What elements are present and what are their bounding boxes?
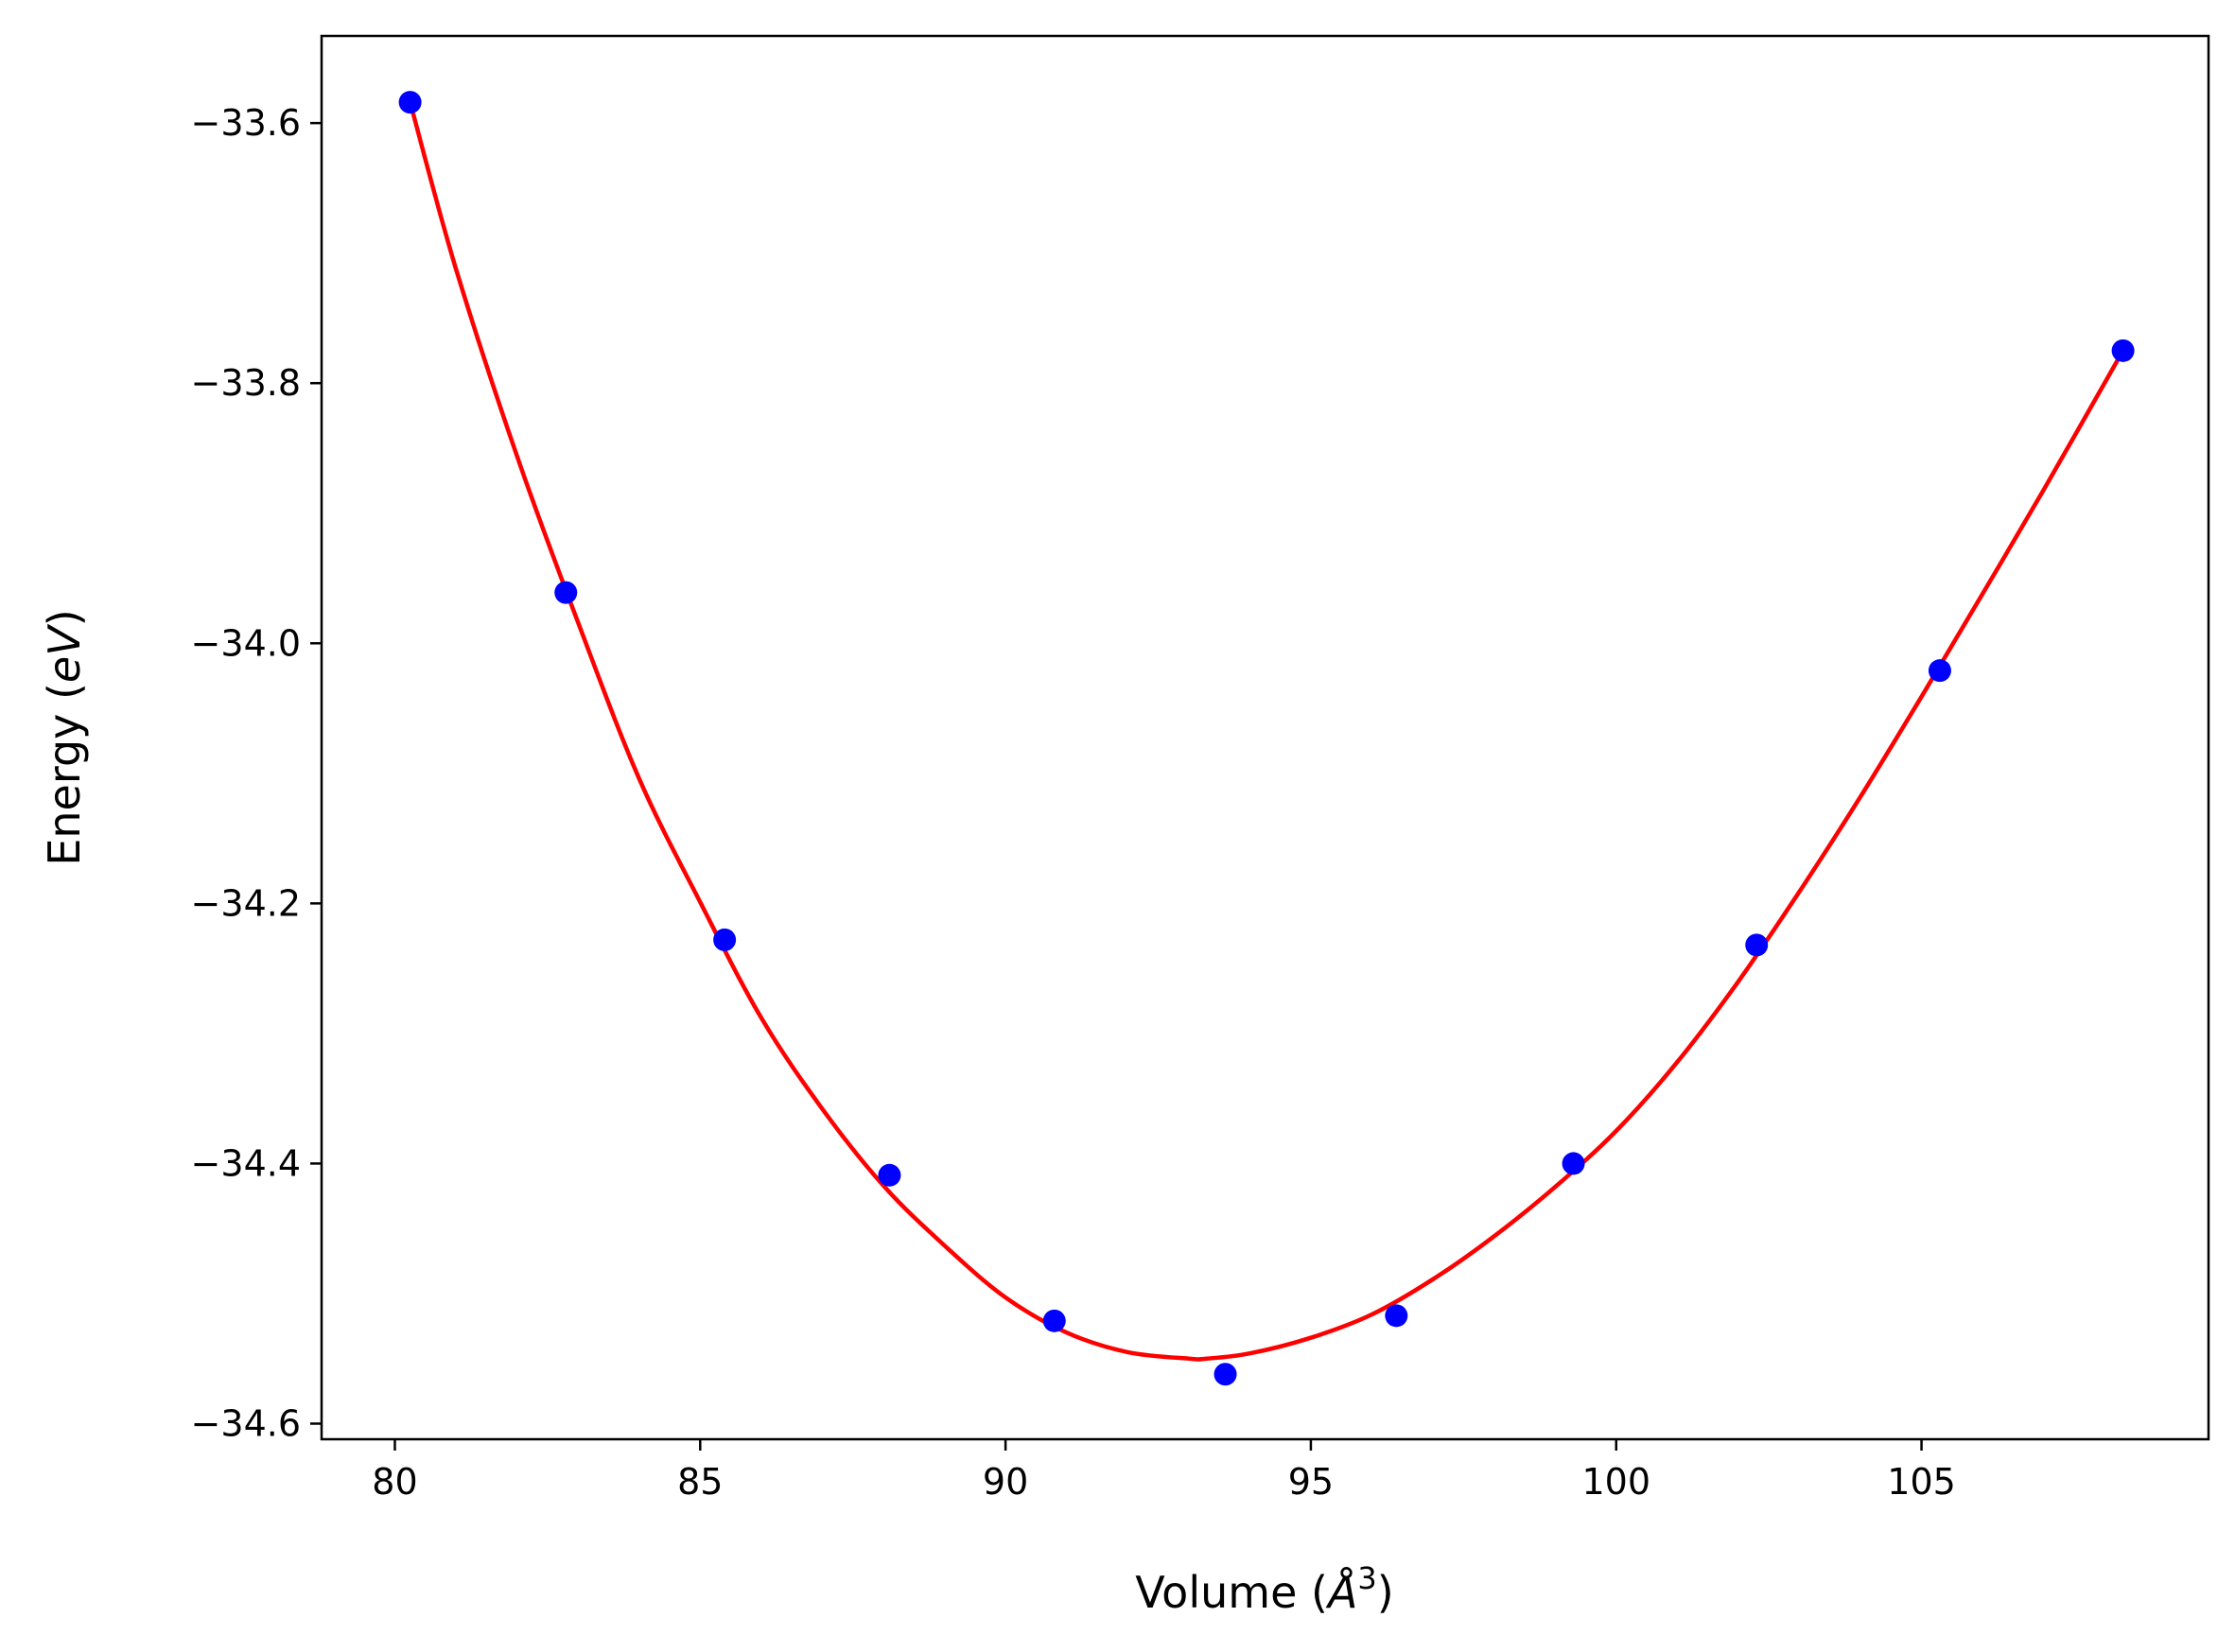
y-axis-ticks: −33.6 −33.8 −34.0 −34.2 −34.4 −34.6 (191, 102, 322, 1444)
x-tick-label: 80 (372, 1461, 417, 1503)
x-tick-label: 105 (1887, 1461, 1956, 1503)
y-tick-label: −34.2 (191, 882, 301, 924)
data-point (398, 91, 422, 114)
y-tick-label: −33.8 (191, 362, 301, 404)
x-axis-label: Volume (Å3) (1135, 1560, 1393, 1618)
x-tick-label: 95 (1288, 1461, 1334, 1503)
data-point (713, 928, 737, 951)
data-point (1745, 933, 1769, 957)
x-axis-ticks: 80 85 90 95 100 105 (372, 1439, 1956, 1503)
x-axis-label-exponent: 3 (1357, 1560, 1376, 1596)
fit-curve-line (408, 101, 2125, 1362)
y-axis-label: Energy (eV) (39, 609, 90, 865)
x-tick-label: 90 (983, 1461, 1028, 1503)
data-point (2111, 339, 2135, 362)
y-tick-label: −34.4 (191, 1142, 301, 1184)
data-point (878, 1163, 901, 1187)
x-tick-label: 100 (1581, 1461, 1650, 1503)
y-tick-label: −33.6 (191, 102, 301, 144)
x-axis-label-close: ) (1377, 1567, 1394, 1618)
data-point (1928, 659, 1951, 683)
series-layer (398, 91, 2135, 1386)
y-axis-label-main: Energy ( (39, 683, 90, 866)
x-axis-label-main: Volume ( (1135, 1567, 1328, 1618)
data-point (1042, 1309, 1066, 1332)
data-point (1214, 1363, 1237, 1386)
y-tick-label: −34.6 (191, 1402, 301, 1444)
y-axis-label-unit: eV (39, 623, 90, 683)
x-axis-label-unit: Å (1325, 1567, 1357, 1618)
x-tick-label: 85 (677, 1461, 723, 1503)
data-point (1562, 1152, 1585, 1175)
y-tick-label: −34.0 (191, 622, 301, 664)
data-point (1385, 1304, 1408, 1328)
data-point (554, 581, 578, 604)
plot-frame (320, 34, 2210, 1441)
y-axis-label-close: ) (39, 609, 90, 626)
